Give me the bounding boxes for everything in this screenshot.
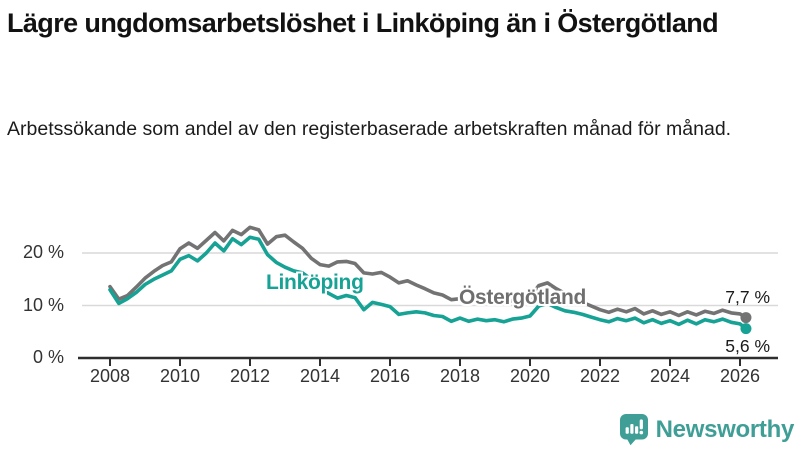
x-tick-label: 2012 bbox=[229, 366, 271, 386]
y-tick-label: 10 % bbox=[22, 294, 64, 315]
x-tick-label: 2020 bbox=[509, 366, 551, 386]
newsworthy-bubble-icon bbox=[619, 414, 648, 446]
x-tick-label: 2010 bbox=[159, 366, 201, 386]
page-title: Lägre ungdomsarbetslöshet i Linköping än… bbox=[7, 8, 719, 38]
x-tick-label: 2014 bbox=[299, 366, 341, 386]
series-label-linkoping: Linköping bbox=[266, 271, 364, 294]
x-tick-label: 2022 bbox=[579, 366, 621, 386]
x-tick-label: 2018 bbox=[439, 366, 481, 386]
series-end-dot-östergötland bbox=[740, 312, 752, 324]
series-line-östergötland bbox=[108, 225, 748, 320]
series-end-dot-linköping bbox=[740, 323, 752, 335]
series-line-linköping bbox=[108, 235, 748, 331]
newsworthy-wordmark: Newsworthy bbox=[655, 415, 795, 443]
end-value-linkoping: 5,6 % bbox=[725, 336, 770, 356]
chart-subtitle: Arbetssökande som andel av den registerb… bbox=[7, 118, 732, 140]
newsworthy-logo[interactable]: Newsworthy bbox=[619, 413, 794, 446]
x-tick-label: 2026 bbox=[719, 366, 761, 386]
x-tick-label: 2024 bbox=[649, 366, 691, 386]
y-tick-label: 20 % bbox=[22, 242, 64, 262]
x-tick-label: 2016 bbox=[369, 366, 411, 386]
x-tick-label: 2008 bbox=[89, 366, 131, 386]
series-label-ostergotland: Östergötland bbox=[459, 286, 587, 309]
end-value-ostergotland: 7,7 % bbox=[725, 287, 770, 307]
y-tick-label: 0 % bbox=[32, 347, 64, 367]
